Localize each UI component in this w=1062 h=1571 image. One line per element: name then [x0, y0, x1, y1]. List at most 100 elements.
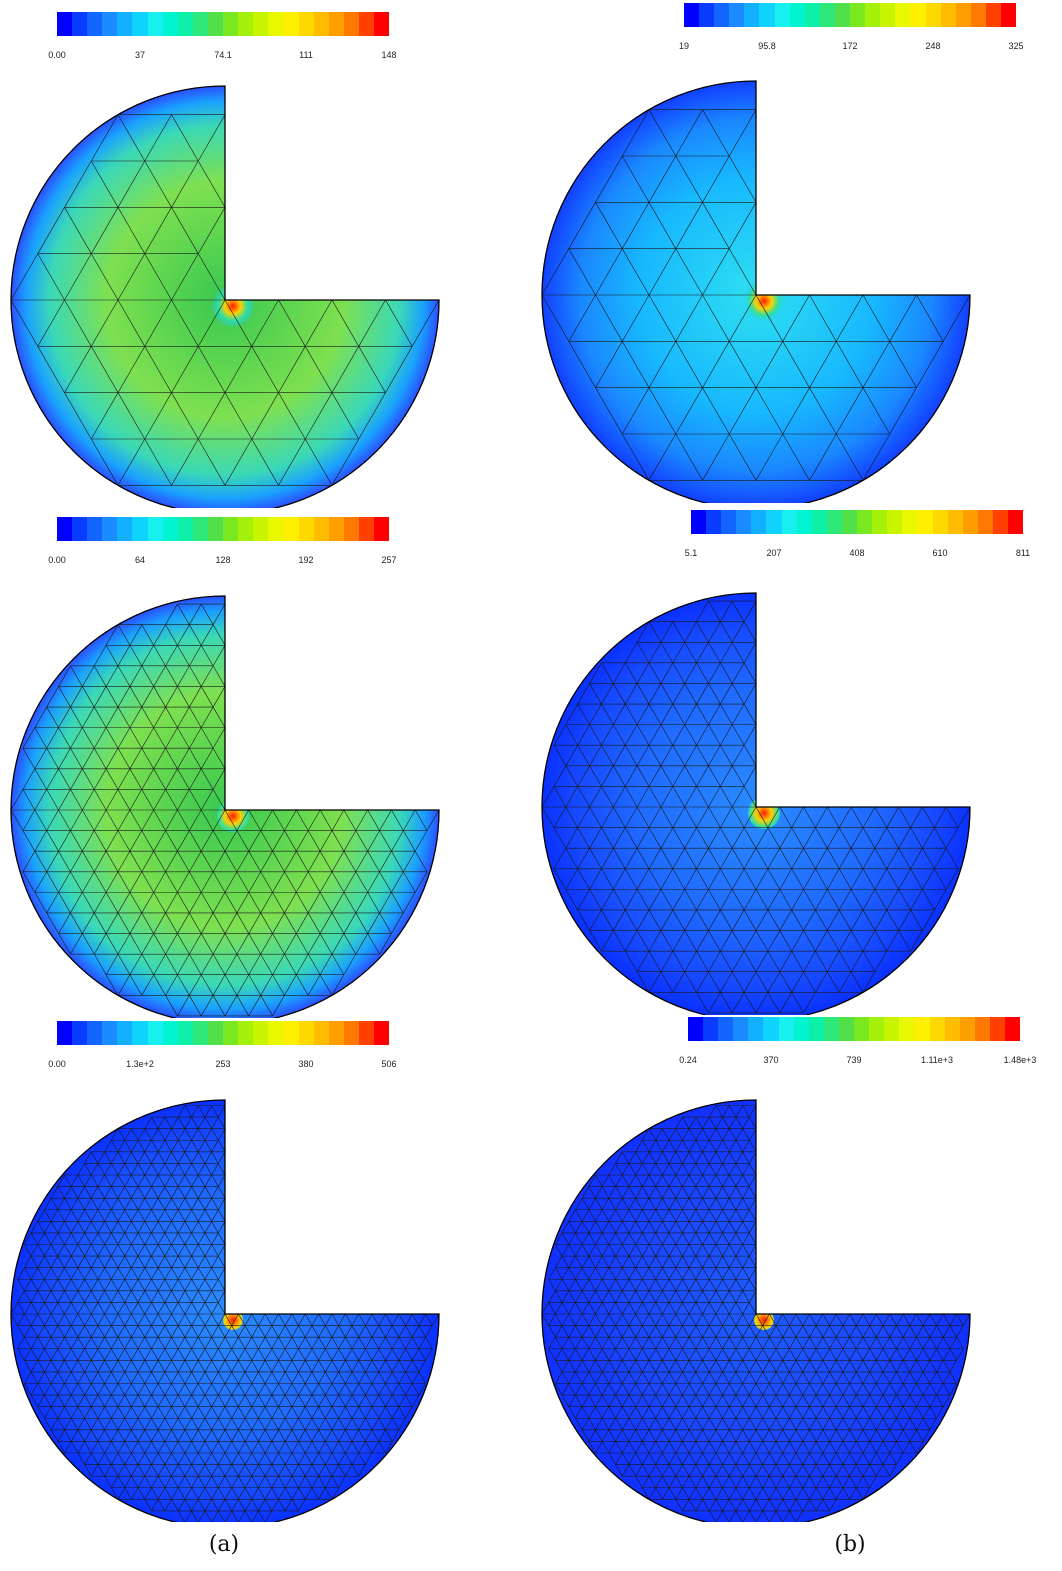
mesh-edge	[684, 724, 697, 746]
mesh-edge	[702, 1325, 710, 1338]
mesh-edge	[90, 1360, 99, 1373]
mesh-edge	[331, 851, 345, 872]
mesh-edge	[70, 706, 83, 728]
mesh-edge	[211, 1174, 219, 1187]
colorbar-swatch	[917, 510, 933, 534]
mesh-edge	[749, 1174, 757, 1187]
mesh-edge	[84, 1290, 92, 1303]
mesh-edge	[568, 1290, 576, 1303]
mesh-edge	[728, 1348, 737, 1361]
tick-label: 1.11e+3	[920, 1055, 954, 1065]
mesh-edge	[898, 827, 911, 849]
mesh-edge	[378, 1441, 386, 1454]
mesh-edge	[284, 1394, 293, 1407]
colorbar-swatch	[57, 1021, 73, 1045]
mesh-edge	[104, 1244, 112, 1257]
mesh-edge	[171, 1487, 179, 1500]
mesh-edge	[809, 341, 837, 388]
mesh-edge	[791, 827, 804, 849]
mesh-edge	[555, 1383, 563, 1396]
mesh-edge	[696, 971, 709, 993]
mesh-edge	[755, 971, 769, 993]
mesh-edge	[224, 1452, 232, 1465]
mesh-edge	[104, 1174, 112, 1187]
mesh-edge	[815, 806, 828, 828]
mesh-edge	[621, 1383, 630, 1396]
mesh-edge	[104, 1337, 112, 1349]
mesh-edge	[70, 686, 83, 708]
mesh-edge	[779, 889, 792, 911]
mesh-edge	[70, 1232, 79, 1245]
mesh-edge	[675, 155, 703, 203]
mesh-edge	[749, 1244, 757, 1257]
mesh-edge	[795, 1337, 804, 1349]
mesh-edge	[171, 346, 199, 393]
mesh-edge	[117, 933, 131, 955]
mesh-edge	[568, 1221, 576, 1234]
mesh-edge	[44, 1267, 52, 1280]
mesh-edge	[171, 1464, 179, 1477]
mesh-edge	[111, 1209, 119, 1222]
mesh-edge	[197, 1383, 206, 1396]
mesh-edge	[44, 1348, 52, 1361]
mesh-edge	[70, 1325, 79, 1338]
mesh-edge	[37, 1290, 45, 1303]
mesh-edge	[391, 1406, 400, 1419]
mesh-edge	[153, 665, 166, 687]
mesh-edge	[44, 1394, 52, 1407]
mesh-edge	[212, 603, 226, 625]
mesh-edge	[50, 1232, 59, 1245]
mesh-edge	[588, 1348, 596, 1361]
mesh-edge	[615, 1186, 623, 1199]
mesh-edge	[608, 1209, 616, 1222]
mesh-edge	[621, 1209, 630, 1222]
mesh-edge	[728, 1279, 737, 1291]
mesh-edge	[236, 912, 250, 934]
mesh-edge	[298, 1476, 306, 1488]
mesh-edge	[104, 1255, 112, 1268]
mesh-edge	[164, 1325, 172, 1338]
mesh-edge	[343, 851, 357, 872]
mesh-edge	[414, 809, 428, 831]
mesh-edge	[575, 1279, 583, 1291]
mesh-edge	[636, 909, 650, 931]
mesh-edge	[636, 786, 650, 808]
mesh-edge	[728, 1255, 737, 1268]
mesh-edge	[672, 868, 685, 890]
mesh-edge	[164, 1163, 172, 1176]
mesh-edge	[553, 827, 567, 849]
mesh-edge	[331, 1325, 339, 1338]
mesh-edge	[662, 1267, 670, 1280]
mesh-edge	[37, 1221, 45, 1234]
mesh-edge	[224, 830, 238, 852]
mesh-edge	[648, 1302, 656, 1315]
mesh-edge	[151, 1487, 159, 1500]
mesh-edge	[157, 1279, 166, 1291]
mesh-edge	[164, 1174, 172, 1187]
mesh-edge	[251, 1406, 259, 1419]
mesh-edge	[144, 1290, 152, 1303]
mesh-edge	[735, 1232, 743, 1245]
mesh-edge	[104, 1209, 112, 1222]
mesh-edge	[365, 1429, 373, 1442]
mesh-edge	[815, 971, 828, 993]
mesh-edge	[97, 1325, 105, 1338]
mesh-edge	[258, 1394, 266, 1407]
tick-label: 64	[134, 555, 146, 565]
mesh-edge	[258, 1383, 266, 1396]
mesh-edge	[782, 433, 810, 481]
mesh-edge	[635, 1221, 643, 1234]
colorbar	[688, 1017, 1021, 1041]
mesh-edge	[64, 1244, 72, 1257]
mesh-edge	[595, 202, 623, 249]
mesh-edge	[164, 1476, 172, 1488]
mesh-edge	[755, 1360, 763, 1373]
mesh-edge	[24, 1255, 32, 1268]
mesh-edge	[272, 953, 285, 975]
mesh-edge	[111, 1348, 119, 1361]
mesh-edge	[371, 1371, 380, 1384]
mesh-edge	[93, 645, 107, 667]
mesh-edge	[411, 1383, 420, 1396]
mesh-edge	[615, 1313, 623, 1326]
colorbar-swatch	[703, 1017, 719, 1041]
